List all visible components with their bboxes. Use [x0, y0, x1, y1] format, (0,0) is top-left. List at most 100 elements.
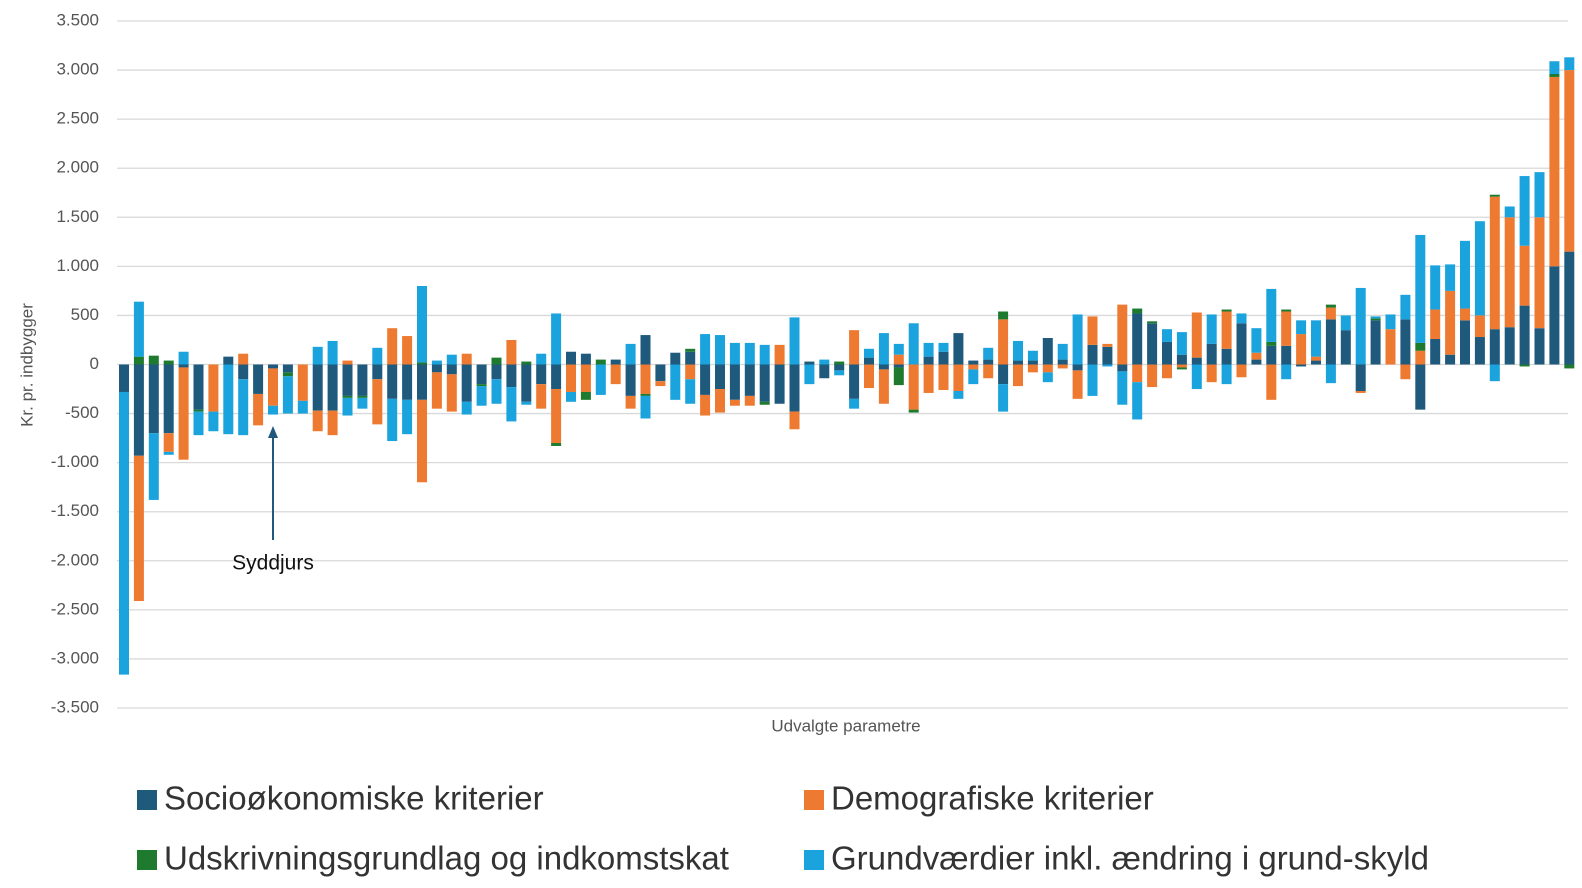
bar-segment — [1400, 364, 1411, 380]
bar-segment — [1132, 308, 1143, 314]
bar-segment — [327, 364, 338, 411]
bar-segment — [1281, 345, 1292, 365]
bar-segment — [1340, 330, 1351, 365]
bar-segment — [133, 364, 144, 456]
bar-segment — [759, 364, 770, 402]
annotation: Syddjurs — [232, 552, 314, 575]
bar-segment — [431, 372, 442, 409]
bar-segment — [655, 381, 666, 387]
bar-segment — [1281, 309, 1292, 312]
bar-segment — [476, 386, 487, 406]
bar-segment — [223, 364, 234, 435]
annotation-arrowhead — [268, 426, 278, 438]
bar-segment — [908, 409, 919, 413]
bar-segment — [715, 364, 725, 390]
bar-segment — [580, 364, 591, 392]
bar-segment — [148, 355, 159, 365]
bar-segment — [968, 360, 979, 365]
bar-segment — [1489, 196, 1500, 330]
bar-segment — [1325, 307, 1336, 320]
bar-segment — [1549, 61, 1560, 74]
bar-segment — [1415, 364, 1426, 410]
bar-segment — [1534, 217, 1545, 329]
bar-segment — [1504, 217, 1515, 328]
bar-segment — [685, 348, 696, 352]
bar-segment — [163, 360, 174, 365]
bar-segment — [610, 359, 621, 365]
bar-segment — [238, 379, 249, 436]
bar-segment — [551, 443, 562, 446]
bar-segment — [268, 368, 278, 406]
bar-segment — [1266, 288, 1277, 342]
bar-segment — [1251, 352, 1262, 360]
bar-segment — [1191, 312, 1202, 358]
bar-segment — [1564, 70, 1575, 252]
legend-label: Demografiske kriterier — [831, 780, 1154, 817]
bar-segment — [1311, 356, 1321, 361]
bar-segment — [938, 351, 949, 365]
bar-segment — [1132, 382, 1143, 420]
bar-segment — [312, 364, 323, 411]
bar-segment — [1445, 264, 1456, 291]
bar-segment — [297, 364, 308, 401]
bar-segment — [893, 364, 904, 368]
bar-segment — [938, 364, 949, 391]
bar-segment — [1117, 371, 1128, 405]
bar-segment — [163, 451, 174, 455]
bar-segment — [342, 395, 353, 398]
bar-segment — [1385, 314, 1396, 330]
bar-segment — [1564, 251, 1575, 365]
bar-segment — [834, 361, 845, 365]
bar-segment — [625, 364, 636, 396]
bar-segment — [446, 374, 457, 412]
bar-segment — [729, 364, 740, 400]
bar-segment — [729, 342, 740, 365]
bar-segment — [998, 384, 1009, 412]
bar-segment — [1415, 342, 1426, 351]
bar-segment — [372, 379, 383, 425]
bar-segment — [402, 336, 413, 365]
bar-segment — [1549, 73, 1560, 77]
bar-segment — [342, 397, 353, 416]
bar-segment — [1534, 172, 1545, 218]
y-tick-label: 0 — [90, 354, 99, 373]
bar-segment — [1549, 266, 1560, 365]
bar-segment — [1221, 364, 1232, 385]
bar-segment — [685, 364, 696, 380]
bar-segment — [163, 433, 174, 452]
bar-segment — [193, 364, 204, 410]
bar-segment — [1162, 329, 1172, 342]
bar-segment — [655, 364, 666, 382]
bar-segment — [536, 353, 547, 365]
bar-segment — [1087, 364, 1098, 396]
bar-segment — [1087, 316, 1098, 345]
bar-segment — [1057, 364, 1068, 369]
legend-swatch — [137, 790, 157, 810]
bar-segment — [1534, 328, 1545, 365]
bar-segment — [1474, 315, 1485, 338]
bar-segment — [1162, 364, 1172, 379]
bar-segment — [1072, 314, 1083, 365]
bar-segment — [327, 410, 338, 436]
bar-segment — [506, 339, 517, 365]
bar-segment — [1147, 321, 1158, 324]
bar-segment — [1325, 364, 1336, 384]
bar-segment — [1072, 364, 1083, 371]
bar-segment — [595, 359, 606, 365]
bar-segment — [461, 401, 472, 415]
bar-segment — [536, 364, 547, 385]
bar-segment — [1311, 360, 1321, 365]
bar-segment — [551, 389, 562, 444]
y-tick-label: -2.000 — [51, 550, 99, 569]
bar-segment — [566, 391, 576, 402]
bar-segment — [893, 354, 904, 365]
bar-segment — [893, 343, 904, 355]
bar-segment — [1251, 328, 1262, 353]
bar-segment — [1519, 176, 1530, 246]
bar-segment — [1355, 390, 1366, 393]
bar-segment — [983, 364, 994, 379]
bar-segment — [1176, 367, 1187, 370]
bar-segment — [178, 351, 189, 365]
bar-segment — [849, 364, 860, 399]
bar-segment — [1176, 354, 1187, 365]
